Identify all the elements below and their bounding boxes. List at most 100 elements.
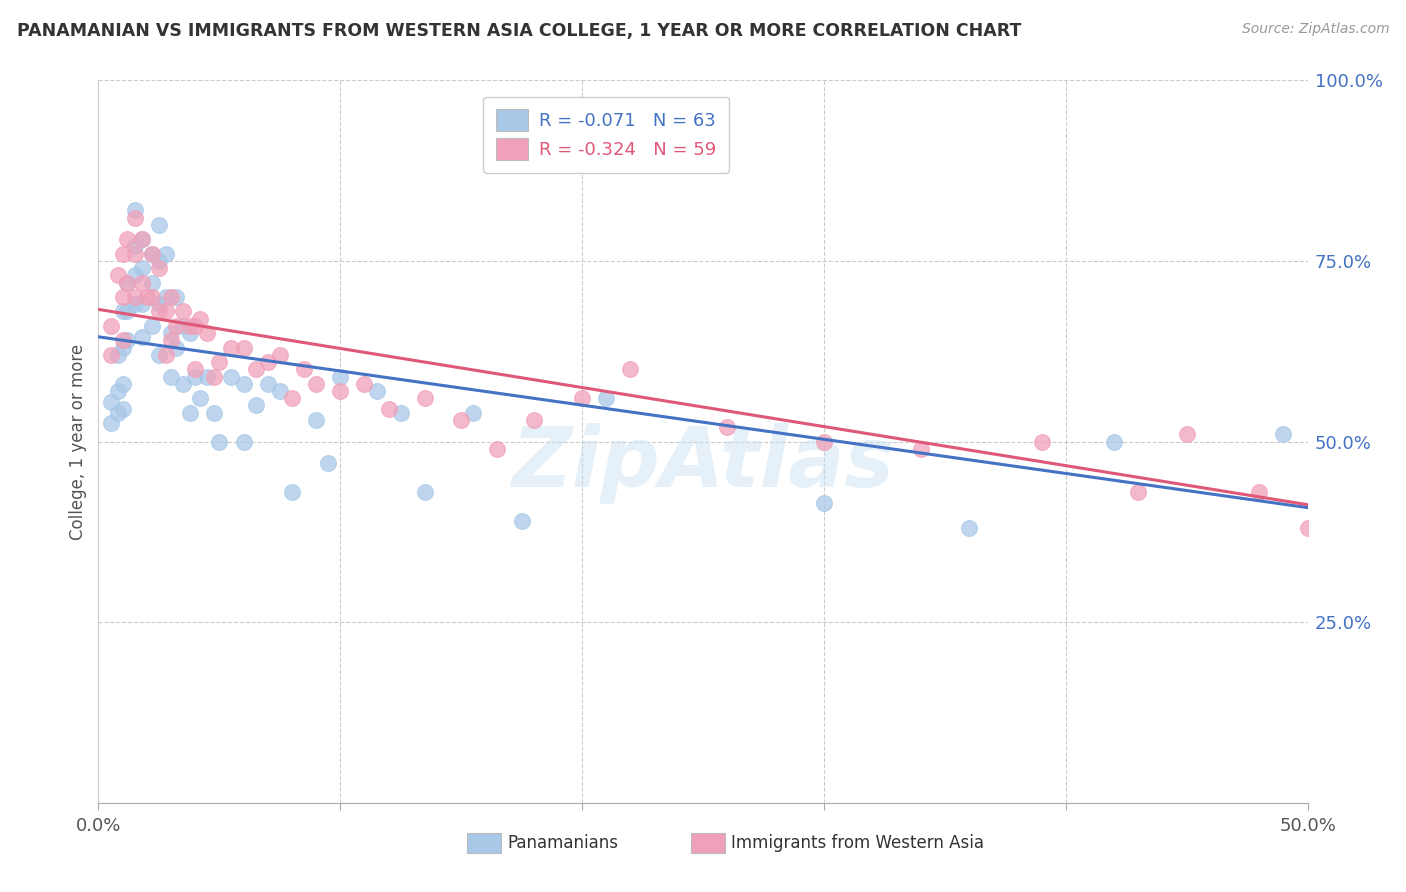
Point xyxy=(813,434,835,449)
Point xyxy=(305,413,328,427)
Point xyxy=(221,341,243,355)
Point xyxy=(1272,427,1295,442)
Point xyxy=(131,261,153,276)
Point xyxy=(208,355,231,369)
Point xyxy=(316,456,339,470)
Point xyxy=(1175,427,1198,442)
Point xyxy=(124,297,146,311)
Point xyxy=(1249,485,1271,500)
Point xyxy=(957,521,980,535)
Point xyxy=(160,290,183,304)
Point xyxy=(111,304,134,318)
Point xyxy=(148,261,170,276)
Point xyxy=(813,496,835,510)
Point xyxy=(111,402,134,417)
Text: ZipAtlas: ZipAtlas xyxy=(512,423,894,504)
Point xyxy=(100,318,122,333)
Point xyxy=(172,304,194,318)
Point xyxy=(165,318,187,333)
Point xyxy=(131,330,153,344)
Point xyxy=(111,376,134,391)
Point xyxy=(135,290,157,304)
Text: Immigrants from Western Asia: Immigrants from Western Asia xyxy=(731,834,984,852)
Point xyxy=(111,290,134,304)
Point xyxy=(377,402,399,417)
Point xyxy=(148,348,170,362)
Point xyxy=(165,290,187,304)
Point xyxy=(184,318,207,333)
Point xyxy=(413,391,436,405)
Point xyxy=(188,311,211,326)
Point xyxy=(208,434,231,449)
Point xyxy=(595,391,617,405)
Point xyxy=(269,384,291,398)
Point xyxy=(179,406,201,420)
Point xyxy=(107,384,129,398)
Point xyxy=(148,253,170,268)
Point xyxy=(155,348,177,362)
Point xyxy=(204,369,226,384)
Point xyxy=(100,417,122,431)
Point xyxy=(131,232,153,246)
Point xyxy=(117,334,139,348)
FancyBboxPatch shape xyxy=(467,833,501,854)
Point xyxy=(117,276,139,290)
Point xyxy=(131,232,153,246)
Point xyxy=(523,413,546,427)
Point xyxy=(155,304,177,318)
Point xyxy=(269,348,291,362)
Point xyxy=(124,239,146,253)
Point xyxy=(100,394,122,409)
Point xyxy=(281,391,304,405)
Point xyxy=(1296,521,1319,535)
Point xyxy=(131,276,153,290)
Point xyxy=(172,376,194,391)
Point xyxy=(1102,434,1125,449)
Point xyxy=(107,268,129,283)
Point xyxy=(1344,478,1367,492)
Point xyxy=(510,514,533,528)
Point xyxy=(100,348,122,362)
Point xyxy=(232,341,254,355)
Point xyxy=(195,326,218,340)
Point xyxy=(141,318,163,333)
Point xyxy=(111,341,134,355)
Point xyxy=(716,420,738,434)
Point xyxy=(124,211,146,225)
Text: Source: ZipAtlas.com: Source: ZipAtlas.com xyxy=(1241,22,1389,37)
Point xyxy=(141,290,163,304)
Point xyxy=(107,348,129,362)
Point xyxy=(148,304,170,318)
Point xyxy=(256,376,278,391)
Point xyxy=(141,246,163,260)
Point xyxy=(256,355,278,369)
Legend: R = -0.071   N = 63, R = -0.324   N = 59: R = -0.071 N = 63, R = -0.324 N = 59 xyxy=(484,96,730,173)
Point xyxy=(329,369,352,384)
Point xyxy=(910,442,932,456)
Point xyxy=(179,318,201,333)
FancyBboxPatch shape xyxy=(690,833,724,854)
Point xyxy=(353,376,375,391)
Point xyxy=(141,276,163,290)
Point xyxy=(1320,478,1343,492)
Point xyxy=(366,384,388,398)
Point xyxy=(172,318,194,333)
Point xyxy=(184,362,207,376)
Point xyxy=(463,406,485,420)
Point xyxy=(329,384,352,398)
Point xyxy=(160,334,183,348)
Point xyxy=(232,376,254,391)
Point xyxy=(124,268,146,283)
Point xyxy=(160,326,183,340)
Point xyxy=(148,218,170,232)
Point xyxy=(389,406,412,420)
Point xyxy=(571,391,593,405)
Point xyxy=(668,131,690,145)
Point xyxy=(155,246,177,260)
Y-axis label: College, 1 year or more: College, 1 year or more xyxy=(69,343,87,540)
Point xyxy=(124,203,146,218)
Point xyxy=(148,297,170,311)
Point xyxy=(1381,463,1403,477)
Point xyxy=(188,391,211,405)
Point xyxy=(111,334,134,348)
